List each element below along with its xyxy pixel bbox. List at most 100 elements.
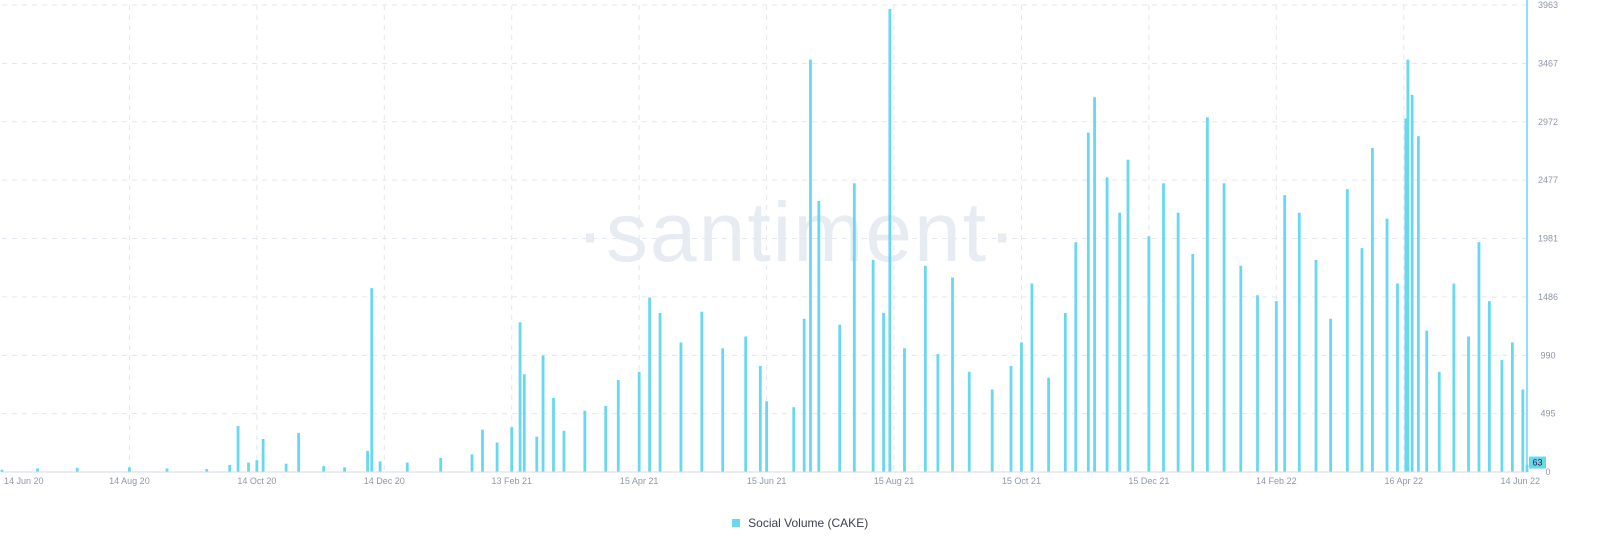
last-value-label: 63 bbox=[1532, 458, 1542, 468]
data-bar bbox=[1297, 212, 1301, 472]
data-bar bbox=[562, 430, 566, 472]
data-bar bbox=[1009, 365, 1013, 472]
data-bar bbox=[297, 433, 301, 472]
data-bar bbox=[1396, 283, 1399, 472]
data-bar bbox=[1410, 94, 1414, 472]
data-bar bbox=[247, 462, 250, 472]
x-tick-label: 14 Jun 22 bbox=[1500, 476, 1540, 486]
data-bar bbox=[261, 439, 265, 472]
data-bar bbox=[583, 410, 587, 472]
data-bar bbox=[1274, 301, 1278, 472]
data-bar bbox=[1437, 371, 1441, 472]
data-bar bbox=[1467, 336, 1470, 472]
data-bar bbox=[1256, 295, 1259, 472]
data-bar bbox=[1162, 183, 1165, 473]
data-bar bbox=[852, 183, 856, 473]
y-tick-label: 3963 bbox=[1538, 0, 1558, 10]
data-bar bbox=[817, 200, 821, 472]
last-value-badge bbox=[1529, 456, 1546, 469]
data-bar bbox=[1345, 189, 1349, 472]
data-bar bbox=[495, 442, 499, 472]
data-bar bbox=[0, 469, 4, 472]
data-bar bbox=[1047, 377, 1051, 472]
y-tick-label: 1981 bbox=[1538, 234, 1558, 244]
data-bar bbox=[236, 426, 240, 472]
bar-series-social-volume bbox=[0, 8, 1529, 473]
legend-label-social-volume: Social Volume (CAKE) bbox=[748, 516, 869, 530]
x-tick-label: 15 Dec 21 bbox=[1128, 476, 1169, 486]
data-bar bbox=[518, 322, 522, 472]
x-tick-label: 14 Aug 20 bbox=[109, 476, 150, 486]
data-bar bbox=[967, 371, 971, 472]
data-bar bbox=[1105, 177, 1109, 472]
y-tick-label: 1486 bbox=[1538, 292, 1558, 302]
data-bar bbox=[1063, 312, 1067, 472]
data-bar bbox=[552, 397, 555, 472]
data-bar bbox=[1385, 218, 1389, 472]
data-bar bbox=[1360, 248, 1364, 472]
data-bar bbox=[1086, 132, 1090, 472]
data-bar bbox=[128, 467, 131, 472]
data-bar bbox=[1314, 259, 1318, 472]
data-bar bbox=[838, 324, 842, 472]
data-bar bbox=[1452, 283, 1456, 472]
santiment-watermark: ·santiment· bbox=[576, 185, 1018, 279]
data-bar bbox=[1477, 242, 1481, 472]
data-bar bbox=[1239, 265, 1243, 472]
data-bar bbox=[75, 467, 79, 472]
data-bar bbox=[1118, 212, 1122, 472]
data-bar bbox=[1283, 195, 1287, 472]
x-tick-label: 15 Jun 21 bbox=[747, 476, 787, 486]
x-tick-label: 14 Jun 20 bbox=[4, 476, 44, 486]
y-tick-label: 3467 bbox=[1538, 58, 1558, 68]
data-bar bbox=[721, 348, 725, 472]
data-bar bbox=[604, 406, 608, 472]
data-bar bbox=[205, 469, 209, 472]
data-bar bbox=[1521, 389, 1525, 472]
data-bar bbox=[903, 348, 906, 472]
data-bar bbox=[1329, 318, 1333, 472]
data-bar bbox=[343, 467, 346, 472]
data-bar bbox=[1500, 360, 1504, 472]
data-bar bbox=[923, 265, 927, 472]
chart-legend[interactable]: Social Volume (CAKE) bbox=[0, 516, 1600, 530]
data-bar bbox=[322, 466, 326, 472]
data-bar bbox=[1425, 330, 1429, 472]
x-tick-label: 14 Oct 20 bbox=[237, 476, 276, 486]
data-bar bbox=[1416, 136, 1420, 472]
data-bar bbox=[936, 354, 940, 472]
data-bar bbox=[36, 468, 39, 472]
data-bar bbox=[378, 461, 382, 472]
data-bar bbox=[990, 389, 994, 472]
data-bar bbox=[1074, 242, 1078, 472]
data-bar bbox=[439, 457, 443, 472]
data-bar bbox=[744, 336, 748, 472]
data-bar bbox=[284, 463, 288, 472]
data-bar bbox=[255, 460, 259, 472]
data-bar bbox=[792, 407, 796, 472]
data-bar bbox=[370, 288, 374, 472]
data-bar bbox=[522, 374, 526, 472]
data-bar bbox=[888, 8, 892, 472]
data-bar bbox=[679, 342, 683, 472]
data-bar bbox=[1406, 59, 1410, 473]
data-bar bbox=[882, 312, 885, 472]
data-bar bbox=[535, 436, 539, 472]
x-tick-label: 14 Dec 20 bbox=[364, 476, 405, 486]
data-bar bbox=[1176, 212, 1180, 472]
data-bar bbox=[510, 427, 514, 472]
y-tick-label: 2477 bbox=[1538, 175, 1558, 185]
x-tick-label: 15 Oct 21 bbox=[1002, 476, 1041, 486]
data-bar bbox=[165, 468, 169, 472]
chart-grid bbox=[2, 4, 1527, 472]
data-bar bbox=[648, 297, 651, 472]
data-bar bbox=[809, 59, 812, 473]
data-bar bbox=[1030, 283, 1034, 472]
data-bar bbox=[1488, 301, 1491, 472]
data-bar bbox=[1222, 183, 1226, 473]
data-bar bbox=[1510, 342, 1514, 472]
data-bar bbox=[1371, 147, 1374, 472]
data-bar bbox=[871, 259, 875, 472]
data-bar bbox=[228, 464, 232, 472]
